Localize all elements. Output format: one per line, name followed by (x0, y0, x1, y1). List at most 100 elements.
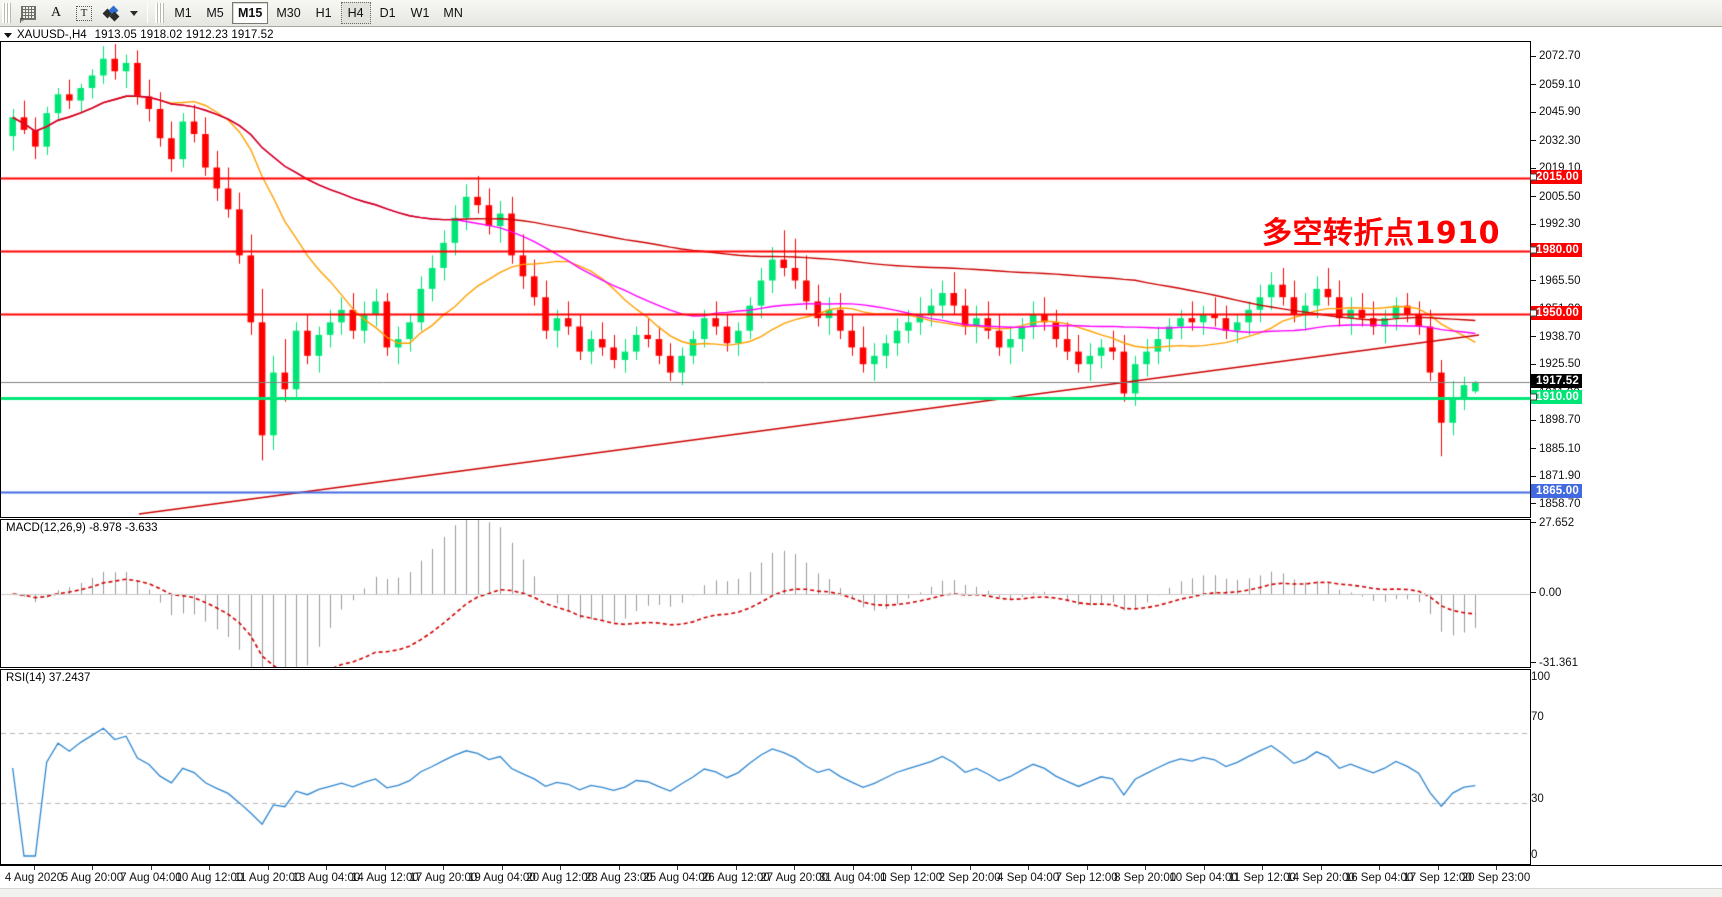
time-label: 31 Aug 04:00 (818, 872, 887, 884)
toolbar-separator (147, 3, 148, 23)
time-label: 14 Aug 12:00 (350, 872, 419, 884)
macd-tick: -31.361 (1531, 657, 1578, 669)
macd-tick: 0.00 (1531, 587, 1561, 599)
ohlc-values: 1913.05 1918.02 1912.23 1917.52 (94, 29, 274, 41)
time-tick (969, 866, 971, 870)
chevron-down-icon[interactable] (127, 2, 141, 25)
time-tick (92, 866, 94, 870)
toolbar-grip[interactable] (2, 3, 11, 23)
price-axis[interactable]: 2072.70 2059.10 2045.90 2032.30 2019.10 2005.… (1530, 41, 1722, 518)
time-tick (1496, 866, 1497, 870)
time-label: 19 Aug 04:00 (467, 872, 536, 884)
price-tick: 1938.70 (1531, 331, 1581, 343)
rsi-tick: 0 (1531, 849, 1538, 861)
chart-annotation-text[interactable]: 多空转折点1910 (1262, 216, 1500, 251)
price-canvas (1, 42, 1530, 517)
time-label: 27 Aug 20:00 (760, 872, 829, 884)
price-tick: 2072.70 (1531, 50, 1581, 62)
price-tick: 1992.30 (1531, 218, 1581, 230)
timeframe-h1[interactable]: H1 (315, 6, 332, 20)
time-label: 17 Aug 20:00 (409, 872, 478, 884)
timeframe-grip[interactable] (155, 3, 164, 23)
price-tag-red[interactable]: 2015.00 (1530, 169, 1582, 184)
time-tick (501, 866, 503, 870)
time-label: 16 Sep 04:00 (1344, 872, 1414, 884)
time-label: 13 Aug 04:00 (292, 872, 361, 884)
timeframe-m5[interactable]: M5 (206, 6, 224, 20)
price-tag-red[interactable]: 1980.00 (1530, 243, 1582, 258)
time-tick (384, 866, 386, 870)
horizontal-scrollbar[interactable] (0, 888, 1722, 897)
rsi-tick: 70 (1531, 711, 1544, 723)
timeframe-w1[interactable]: W1 (410, 6, 430, 20)
time-tick (1379, 866, 1381, 870)
timeframe-mn[interactable]: MN (443, 6, 463, 20)
time-tick (1086, 866, 1088, 870)
price-tag-green[interactable]: 1910.00 (1530, 389, 1582, 404)
time-tick (794, 866, 796, 870)
time-label: 25 Aug 04:00 (643, 872, 712, 884)
macd-axis[interactable]: 27.652 0.00 -31.361 (1531, 517, 1722, 669)
chart-menu-caret-icon[interactable] (4, 32, 12, 38)
time-label: 14 Sep 20:00 (1286, 872, 1355, 884)
price-tag-red[interactable]: 1950.00 (1530, 305, 1582, 320)
time-tick (326, 866, 328, 870)
text-A-icon[interactable]: A (43, 2, 69, 25)
time-label: 17 Sep 12:00 (1403, 872, 1472, 884)
level-handle[interactable] (1530, 173, 1537, 181)
time-label: 8 Sep 20:00 (1114, 872, 1177, 884)
time-tick (1145, 866, 1147, 870)
time-label: 1 Sep 12:00 (880, 872, 943, 884)
rsi-canvas (1, 670, 1530, 864)
chevron-down-glyph (130, 10, 138, 16)
time-tick (1262, 866, 1264, 870)
time-tick (1437, 866, 1439, 870)
level-handle[interactable] (1530, 246, 1537, 254)
text-A-glyph: A (50, 5, 62, 20)
time-tick (443, 866, 445, 870)
level-handle[interactable] (1530, 393, 1537, 401)
time-label: 5 Aug 20:00 (61, 872, 124, 884)
timeframe-m15[interactable]: M15 (232, 2, 269, 24)
grid-f-icon[interactable]: F (15, 2, 41, 25)
price-tag-black[interactable]: 1917.52 (1531, 373, 1582, 388)
price-tick: 2059.10 (1531, 79, 1581, 91)
rsi-panel[interactable]: RSI(14) 37.2437 (0, 669, 1531, 865)
time-tick (150, 866, 152, 870)
price-tick: 2005.50 (1531, 191, 1581, 203)
time-tick (1028, 866, 1030, 870)
time-tick (618, 866, 620, 870)
toolbar: F A T M1 M5 M15 M30 H1 H4 D1 W1 MN (0, 0, 1722, 27)
shapes-glyph (102, 5, 121, 22)
rsi-axis[interactable]: 100 70 30 0 (1531, 669, 1722, 865)
time-label: 11 Aug 20:00 (234, 872, 302, 884)
price-chart-panel[interactable] (0, 41, 1531, 518)
time-tick (560, 866, 562, 870)
price-tick: 1898.70 (1531, 414, 1581, 426)
time-label: 10 Sep 04:00 (1169, 872, 1238, 884)
time-tick (677, 866, 679, 870)
price-tick: 1858.70 (1531, 498, 1581, 510)
time-label: 20 Sep 23:00 (1461, 872, 1531, 884)
time-tick (911, 866, 913, 870)
macd-canvas (1, 520, 1530, 667)
timeframe-h4[interactable]: H4 (340, 2, 371, 24)
timeframe-d1[interactable]: D1 (379, 6, 396, 20)
time-tick (267, 866, 269, 870)
timeframe-m1[interactable]: M1 (174, 6, 192, 20)
timeframe-m30[interactable]: M30 (276, 6, 301, 20)
time-label: 23 Aug 23:00 (584, 872, 653, 884)
text-box-icon[interactable]: T (71, 2, 97, 25)
time-label: 20 Aug 12:00 (526, 872, 595, 884)
macd-tick: 27.652 (1531, 517, 1574, 529)
macd-panel[interactable]: MACD(12,26,9) -8.978 -3.633 (0, 519, 1531, 668)
time-label: 2 Sep 20:00 (938, 872, 1001, 884)
time-tick (1203, 866, 1205, 870)
price-tag-blue[interactable]: 1865.00 (1531, 483, 1582, 498)
time-label: 4 Sep 04:00 (997, 872, 1060, 884)
time-label: 10 Aug 12:00 (175, 872, 244, 884)
level-handle[interactable] (1530, 309, 1537, 317)
symbol-info-bar: XAUUSD-,H4 1913.05 1918.02 1912.23 1917.… (0, 28, 1722, 42)
shapes-icon[interactable] (99, 2, 125, 25)
